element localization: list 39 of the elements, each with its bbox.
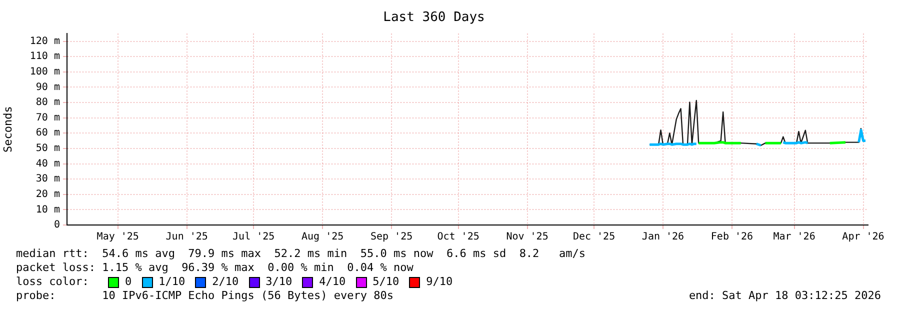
x-tick-label: Oct '25	[437, 232, 480, 243]
text: loss color:	[16, 275, 90, 289]
text: 3/10	[266, 275, 292, 289]
x-tick-label: Nov '25	[506, 232, 548, 243]
y-tick-label: 120 m	[30, 36, 60, 47]
text: 1/10	[158, 275, 186, 289]
y-tick-label: 0	[54, 220, 60, 231]
text: packet loss: 1.15 % avg 96.39 % max 0.00 % min 0.04 % now	[16, 261, 414, 275]
y-tick-label: 90 m	[36, 82, 60, 93]
x-tick-label: Jul '25	[232, 232, 275, 243]
y-tick-label: 60 m	[36, 128, 60, 139]
text: 0	[125, 275, 132, 289]
text: 9/10	[426, 275, 453, 289]
text: probe: 10 IPv6-ICMP Echo Pings (56 Bytes) every 80s	[16, 289, 394, 303]
y-tick-label: 40 m	[36, 158, 60, 170]
x-tick-label: Dec '25	[572, 232, 616, 243]
y-axis-title: Seconds	[1, 106, 14, 152]
y-tick-label: 110 m	[30, 51, 60, 62]
y-tick-label: 100 m	[30, 66, 60, 78]
x-tick-label: Jan '26	[642, 232, 684, 243]
y-tick-label: 70 m	[36, 112, 60, 124]
y-tick-label: 10 m	[36, 204, 60, 216]
x-tick-label: Mar '26	[773, 232, 816, 243]
x-tick-label: Aug '25	[302, 232, 344, 243]
x-tick-label: Jun '25	[166, 232, 208, 243]
text: 5/10	[372, 275, 400, 289]
y-tick-label: 50 m	[36, 143, 60, 154]
text: 4/10	[319, 275, 346, 289]
chart-title: Last 360 Days	[383, 10, 485, 26]
x-tick-label: Feb '26	[710, 232, 754, 243]
x-tick-label: Sep '25	[370, 232, 413, 243]
text: 2/10	[212, 275, 239, 289]
text: median rtt: 54.6 ms avg 79.9 ms max 52.2 ms min 55.0 ms now 6.6 ms sd 8.2 am/s	[16, 247, 587, 261]
x-tick-label: Apr '26	[842, 232, 884, 243]
y-tick-label: 80 m	[36, 97, 60, 108]
x-tick-label: May '25	[96, 232, 139, 243]
y-tick-label: 30 m	[36, 174, 60, 185]
y-tick-label: 20 m	[36, 188, 60, 200]
text: end: Sat Apr 18 03:12:25 2026	[688, 289, 881, 303]
